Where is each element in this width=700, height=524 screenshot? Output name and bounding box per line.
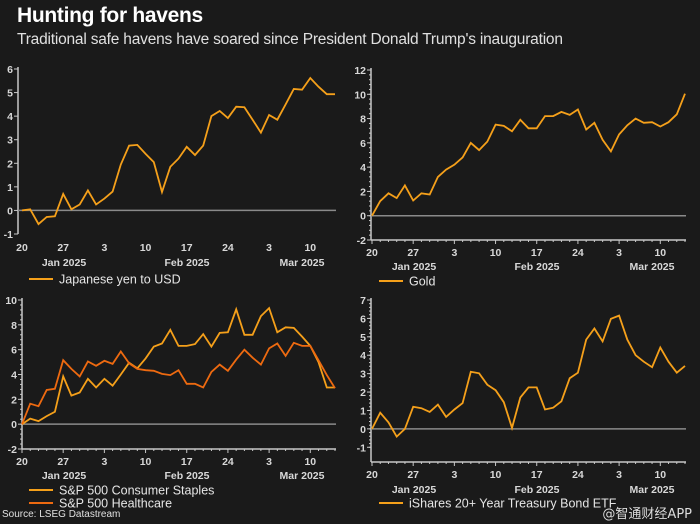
y-tick-label: 7 (360, 295, 366, 307)
x-tick-label: 17 (181, 242, 193, 254)
legend-label: Gold (409, 275, 435, 289)
x-tick-label: 20 (366, 469, 378, 481)
x-tick-label: 10 (654, 469, 666, 481)
x-tick-label: 3 (266, 456, 272, 468)
x-tick-label: 24 (222, 242, 234, 254)
series-line-ishares-20-year-treasury-bond-etf (371, 314, 686, 439)
x-tick-label: 3 (616, 469, 622, 481)
series-line-s-p-500-healthcare (21, 341, 336, 425)
x-tick-label: 10 (654, 247, 666, 259)
x-tick-label: 27 (57, 456, 69, 468)
y-tick-label: 2 (360, 186, 366, 198)
x-tick-label: 24 (222, 456, 234, 468)
y-tick-label: 3 (7, 135, 13, 147)
series-line-gold (371, 93, 686, 217)
x-tick-label: 27 (407, 247, 419, 259)
y-tick-label: 6 (360, 138, 366, 150)
y-tick-label: 2 (11, 394, 17, 406)
y-tick-label: 4 (360, 350, 366, 362)
series-line-s-p-500-consumer-staples (21, 306, 335, 425)
x-tick-label: 3 (101, 456, 107, 468)
y-tick-label: 6 (360, 313, 366, 325)
x-tick-label: 10 (304, 456, 316, 468)
y-tick-label: 0 (7, 205, 13, 217)
x-tick-label: 3 (101, 242, 107, 254)
x-tick-label: 3 (451, 469, 457, 481)
y-tick-label: -1 (4, 229, 13, 241)
y-tick-label: 5 (360, 332, 366, 344)
y-tick-label: 2 (7, 158, 13, 170)
x-tick-label: 20 (16, 242, 28, 254)
legend-label: S&P 500 Consumer Staples (59, 484, 214, 498)
y-tick-label: 4 (11, 370, 17, 382)
y-tick-label: 1 (7, 182, 13, 194)
x-tick-label: 27 (407, 469, 419, 481)
y-tick-label: 4 (360, 162, 366, 174)
watermark: @智通财经APP (602, 507, 692, 522)
month-label: Jan 2025 (392, 484, 437, 496)
y-tick-label: 8 (11, 320, 17, 332)
month-label: Mar 2025 (280, 470, 325, 482)
x-tick-label: 17 (531, 469, 543, 481)
x-tick-label: 10 (140, 456, 152, 468)
month-label: Feb 2025 (165, 470, 210, 482)
chart-subtitle: Traditional safe havens have soared sinc… (17, 31, 563, 48)
x-tick-label: 3 (451, 247, 457, 259)
month-label: Feb 2025 (515, 261, 560, 273)
y-tick-label: 10 (5, 295, 17, 307)
y-tick-label: -2 (8, 444, 17, 456)
x-tick-label: 24 (572, 469, 584, 481)
chart-title: Hunting for havens (17, 4, 203, 27)
y-tick-label: 5 (7, 88, 13, 100)
y-tick-label: 6 (7, 64, 13, 76)
x-tick-label: 3 (616, 247, 622, 259)
x-tick-label: 10 (490, 469, 502, 481)
source-note: Source: LSEG Datastream (2, 509, 121, 520)
month-label: Mar 2025 (630, 484, 675, 496)
y-tick-label: 12 (354, 65, 366, 77)
month-label: Mar 2025 (280, 257, 325, 269)
y-tick-label: -2 (357, 235, 366, 247)
y-tick-label: 4 (7, 111, 13, 123)
y-tick-label: 3 (360, 369, 366, 381)
x-tick-label: 10 (490, 247, 502, 259)
series-line-japanese-yen-to-usd (21, 76, 335, 226)
x-tick-label: 17 (531, 247, 543, 259)
x-tick-label: 20 (16, 456, 28, 468)
y-tick-label: 8 (360, 114, 366, 126)
legend-label: Japanese yen to USD (59, 273, 181, 287)
y-tick-label: 1 (360, 405, 366, 417)
y-tick-label: 0 (11, 419, 17, 431)
legend-label: S&P 500 Healthcare (59, 497, 172, 511)
x-tick-label: 27 (57, 242, 69, 254)
month-label: Feb 2025 (165, 257, 210, 269)
x-tick-label: 10 (304, 242, 316, 254)
y-tick-label: 10 (354, 89, 366, 101)
y-tick-label: -1 (357, 442, 366, 454)
x-tick-label: 17 (181, 456, 193, 468)
x-tick-label: 10 (140, 242, 152, 254)
month-label: Feb 2025 (515, 484, 560, 496)
month-label: Jan 2025 (42, 470, 87, 482)
y-tick-label: 0 (360, 211, 366, 223)
x-tick-label: 3 (266, 242, 272, 254)
legend-label: iShares 20+ Year Treasury Bond ETF (409, 497, 617, 511)
x-tick-label: 24 (572, 247, 584, 259)
month-label: Jan 2025 (392, 261, 437, 273)
y-tick-label: 6 (11, 345, 17, 357)
month-label: Jan 2025 (42, 257, 87, 269)
x-tick-label: 20 (366, 247, 378, 259)
y-tick-label: 2 (360, 387, 366, 399)
y-tick-label: 0 (360, 424, 366, 436)
month-label: Mar 2025 (630, 261, 675, 273)
